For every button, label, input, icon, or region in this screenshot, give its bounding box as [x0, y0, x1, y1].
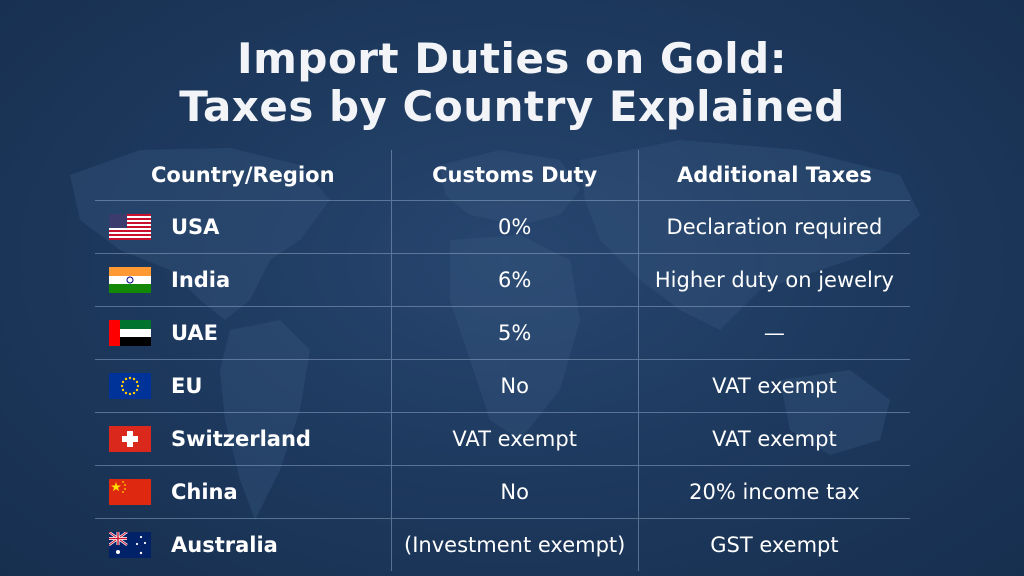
table-row: Australia (Investment exempt) GST exempt — [95, 518, 910, 571]
table-row: UAE 5% — — [95, 306, 910, 360]
country-cell: India — [95, 253, 392, 307]
header-country-region: Country/Region — [151, 163, 335, 187]
country-name: India — [171, 268, 231, 292]
country-cell: China — [95, 465, 392, 519]
gold-duties-table: Country/Region Customs Duty Additional T… — [95, 150, 910, 571]
india-flag-icon — [109, 267, 151, 293]
customs-duty-cell: VAT exempt — [390, 412, 639, 466]
country-cell: EU — [95, 359, 392, 413]
country-name: EU — [171, 374, 203, 398]
header-additional-taxes: Additional Taxes — [637, 150, 910, 201]
country-cell: Switzerland — [95, 412, 392, 466]
customs-duty-cell: 5% — [390, 306, 639, 360]
additional-taxes-cell: VAT exempt — [637, 359, 910, 413]
switzerland-flag-icon — [109, 426, 151, 452]
country-name: Australia — [171, 533, 278, 557]
customs-duty-cell: 6% — [390, 253, 639, 307]
customs-duty-cell: No — [390, 465, 639, 519]
country-cell: USA — [95, 200, 392, 254]
country-name: Switzerland — [171, 427, 311, 451]
australia-flag-icon — [109, 532, 151, 558]
table-row: USA 0% Declaration required — [95, 200, 910, 254]
additional-taxes-cell: Declaration required — [637, 200, 910, 254]
table-header-row: Country/Region Customs Duty Additional T… — [95, 150, 910, 201]
customs-duty-cell: No — [390, 359, 639, 413]
customs-duty-cell: 0% — [390, 200, 639, 254]
eu-flag-icon — [109, 373, 151, 399]
header-customs-duty: Customs Duty — [390, 150, 639, 201]
country-cell: Australia — [95, 518, 392, 571]
country-name: China — [171, 480, 238, 504]
additional-taxes-cell: GST exempt — [637, 518, 910, 571]
china-flag-icon — [109, 479, 151, 505]
additional-taxes-cell: Higher duty on jewelry — [637, 253, 910, 307]
customs-duty-cell: (Investment exempt) — [390, 518, 639, 571]
us-flag-icon — [109, 214, 151, 240]
additional-taxes-cell: VAT exempt — [637, 412, 910, 466]
country-cell: UAE — [95, 306, 392, 360]
uae-flag-icon — [109, 320, 151, 346]
country-name: UAE — [171, 321, 219, 345]
table-row: EU No VAT exempt — [95, 359, 910, 413]
additional-taxes-cell: — — [637, 306, 910, 360]
page-title-line-2: Taxes by Country Explained — [179, 82, 845, 131]
country-name: USA — [171, 215, 220, 239]
page-title-line-1: Import Duties on Gold: — [236, 34, 788, 83]
table-row: China No 20% income tax — [95, 465, 910, 519]
table-row: India 6% Higher duty on jewelry — [95, 253, 910, 307]
table-row: Switzerland VAT exempt VAT exempt — [95, 412, 910, 466]
additional-taxes-cell: 20% income tax — [637, 465, 910, 519]
